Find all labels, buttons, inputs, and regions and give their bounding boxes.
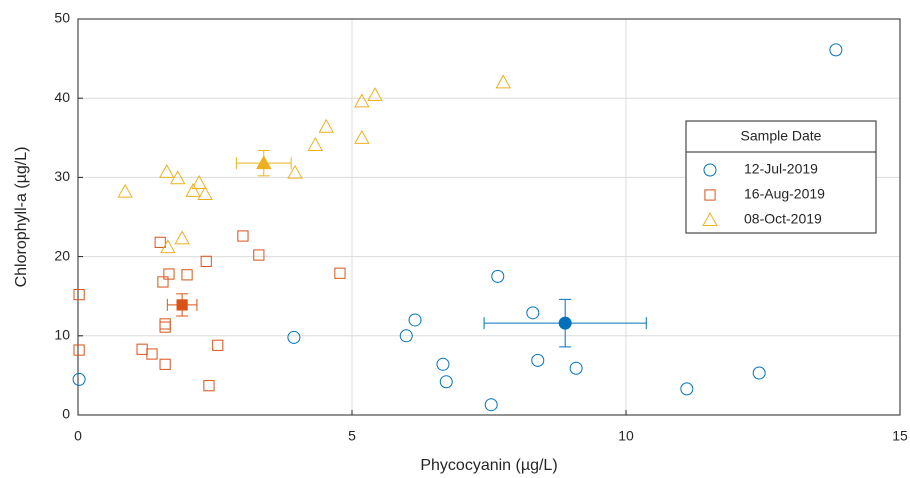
y-tick-label: 50 [54, 10, 70, 26]
data-point [154, 236, 166, 248]
data-point [203, 380, 215, 392]
y-tick-label: 0 [62, 406, 70, 422]
legend: Sample Date 12-Jul-2019 16-Aug-2019 08-Oct-… [685, 120, 877, 234]
legend-marker [703, 163, 717, 177]
data-point [159, 358, 171, 370]
x-tick-label: 15 [892, 428, 908, 444]
data-point [408, 313, 422, 327]
data-point [307, 136, 324, 151]
data-point [253, 249, 265, 261]
x-tick-label: 10 [618, 428, 634, 444]
data-point [160, 239, 176, 254]
x-tick-label: 0 [74, 428, 82, 444]
data-point [181, 269, 193, 281]
data-point [163, 268, 175, 280]
plot-frame [77, 18, 901, 416]
data-point [159, 163, 175, 178]
data-point [159, 318, 171, 330]
data-point [174, 230, 190, 245]
data-point [117, 183, 133, 198]
data-point [197, 186, 213, 201]
legend-marker [704, 189, 716, 201]
data-point [146, 348, 158, 360]
data-point [191, 175, 207, 189]
data-point [318, 118, 334, 133]
data-point [73, 289, 85, 301]
data-point [354, 93, 370, 108]
data-point [157, 276, 169, 288]
data-point [526, 306, 540, 320]
y-tick-label: 10 [54, 327, 70, 343]
data-point [367, 87, 383, 102]
legend-label: 08-Oct-2019 [744, 211, 822, 227]
data-point [287, 330, 301, 344]
y-tick-label: 30 [54, 168, 70, 184]
data-point [159, 321, 171, 333]
mean-point [256, 155, 272, 170]
data-point [185, 182, 201, 197]
data-point [354, 129, 370, 144]
data-point [495, 74, 511, 89]
data-point [73, 344, 85, 356]
y-tick-label: 20 [54, 247, 70, 263]
legend-label: 12-Jul-2019 [744, 161, 818, 177]
data-point [399, 329, 413, 343]
data-point [200, 255, 212, 267]
data-point [237, 230, 249, 242]
data-point [212, 339, 224, 351]
data-point [439, 375, 453, 389]
legend-box [685, 120, 877, 234]
data-point [169, 170, 186, 185]
mean-point [558, 316, 572, 330]
legend-marker [702, 212, 718, 227]
x-tick-label: 5 [348, 428, 356, 444]
y-axis-label: Chlorophyll-a (µg/L) [13, 147, 30, 288]
data-point [569, 361, 583, 375]
data-point [680, 382, 694, 396]
data-point [72, 372, 86, 386]
legend-title: Sample Date [741, 128, 822, 144]
data-point [136, 343, 148, 355]
data-point [829, 43, 843, 57]
legend-label: 16-Aug-2019 [744, 186, 825, 202]
data-point [287, 164, 303, 179]
data-point [484, 398, 498, 412]
data-point [531, 353, 545, 367]
data-point [436, 357, 450, 371]
y-tick-label: 40 [54, 89, 70, 105]
data-point [491, 269, 505, 283]
x-axis-label: Phycocyanin (µg/L) [420, 457, 557, 474]
data-point [334, 267, 346, 279]
mean-point [176, 299, 188, 311]
data-point [752, 366, 766, 380]
